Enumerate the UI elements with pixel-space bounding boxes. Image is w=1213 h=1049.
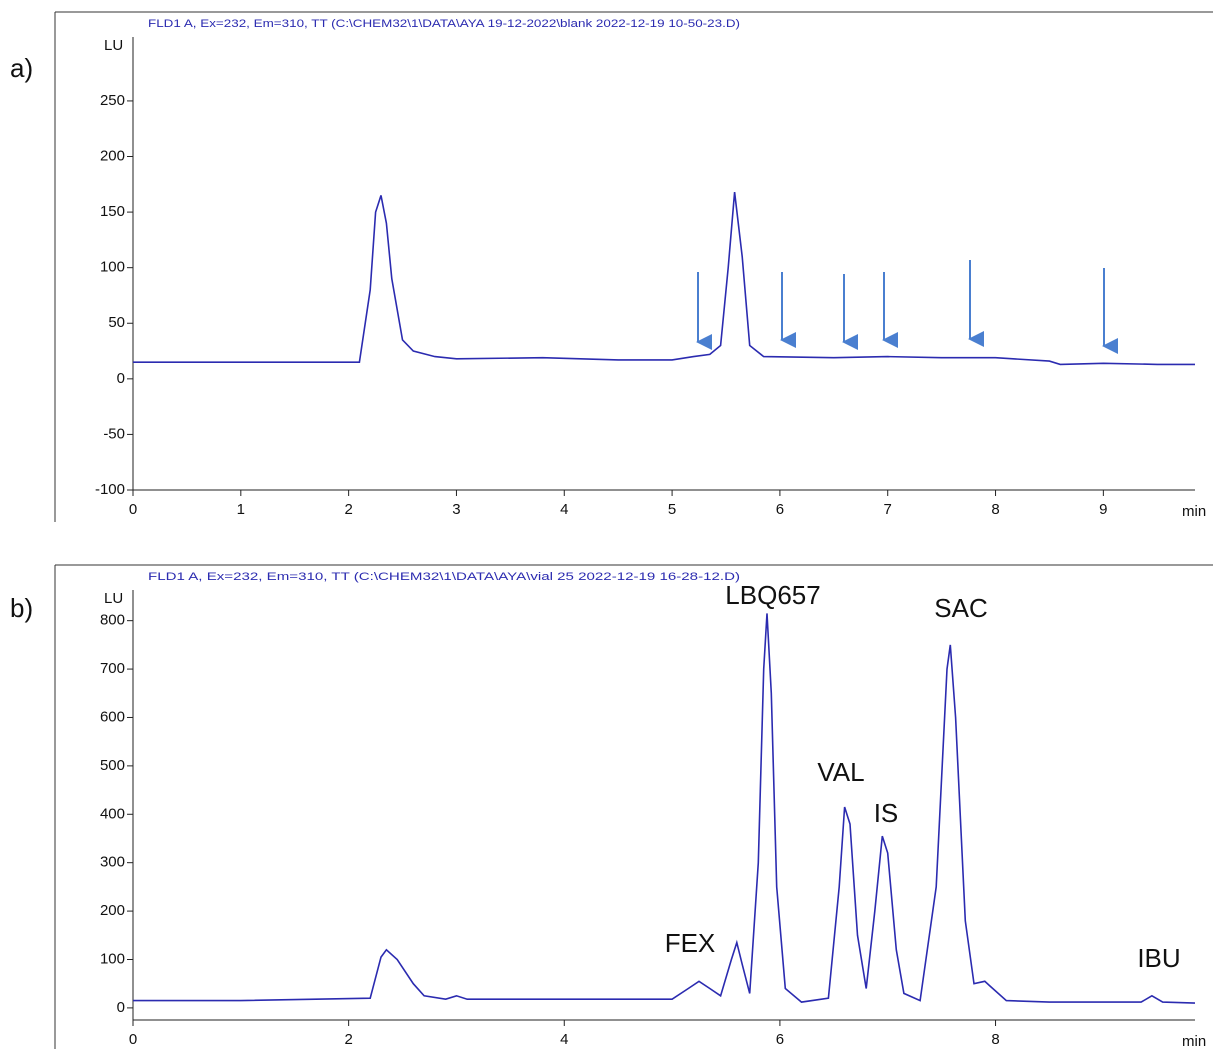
panel-label: a) bbox=[10, 53, 33, 83]
x-tick-label: 6 bbox=[776, 1031, 784, 1048]
x-tick-label: 8 bbox=[991, 501, 999, 518]
x-tick-label: 5 bbox=[668, 501, 676, 518]
y-axis-label: LU bbox=[104, 37, 123, 54]
chromatogram-line bbox=[133, 613, 1196, 1004]
x-tick-label: 1 bbox=[237, 501, 245, 518]
y-tick-label: 600 bbox=[100, 708, 125, 725]
x-axis-label: min bbox=[1182, 503, 1206, 520]
y-tick-label: 200 bbox=[100, 902, 125, 919]
y-tick-label: 200 bbox=[100, 147, 125, 164]
panel-label: b) bbox=[10, 593, 33, 623]
chart-title: FLD1 A, Ex=232, Em=310, TT (C:\CHEM32\1\… bbox=[148, 571, 740, 583]
x-tick-label: 4 bbox=[560, 1031, 568, 1048]
y-tick-label: -50 bbox=[103, 425, 125, 442]
y-tick-label: 800 bbox=[100, 612, 125, 629]
peak-label: LBQ657 bbox=[725, 580, 820, 610]
x-tick-label: 9 bbox=[1099, 501, 1107, 518]
peak-label: IS bbox=[874, 798, 899, 828]
y-tick-label: -100 bbox=[95, 481, 125, 498]
y-tick-label: 500 bbox=[100, 757, 125, 774]
y-tick-label: 400 bbox=[100, 805, 125, 822]
peak-label: SAC bbox=[934, 593, 987, 623]
x-tick-label: 6 bbox=[776, 501, 784, 518]
y-tick-label: 700 bbox=[100, 660, 125, 677]
y-tick-label: 0 bbox=[117, 999, 125, 1016]
y-tick-label: 0 bbox=[117, 370, 125, 387]
x-tick-label: 8 bbox=[991, 1031, 999, 1048]
x-tick-label: 2 bbox=[344, 1031, 352, 1048]
x-axis-label: min bbox=[1182, 1033, 1206, 1049]
x-tick-label: 4 bbox=[560, 501, 568, 518]
y-tick-label: 300 bbox=[100, 854, 125, 871]
y-tick-label: 150 bbox=[100, 203, 125, 220]
x-tick-label: 0 bbox=[129, 1031, 137, 1048]
chart-title: FLD1 A, Ex=232, Em=310, TT (C:\CHEM32\1\… bbox=[148, 18, 740, 30]
y-tick-label: 250 bbox=[100, 92, 125, 109]
y-tick-label: 50 bbox=[108, 314, 125, 331]
y-tick-label: 100 bbox=[100, 259, 125, 276]
y-tick-label: 100 bbox=[100, 950, 125, 967]
peak-label: VAL bbox=[817, 757, 864, 787]
x-tick-label: 7 bbox=[884, 501, 892, 518]
peak-label: IBU bbox=[1137, 943, 1180, 973]
x-tick-label: 3 bbox=[452, 501, 460, 518]
y-axis-label: LU bbox=[104, 590, 123, 607]
peak-label: FEX bbox=[665, 928, 716, 958]
x-tick-label: 2 bbox=[344, 501, 352, 518]
chromatogram-line bbox=[133, 192, 1195, 366]
x-tick-label: 0 bbox=[129, 501, 137, 518]
